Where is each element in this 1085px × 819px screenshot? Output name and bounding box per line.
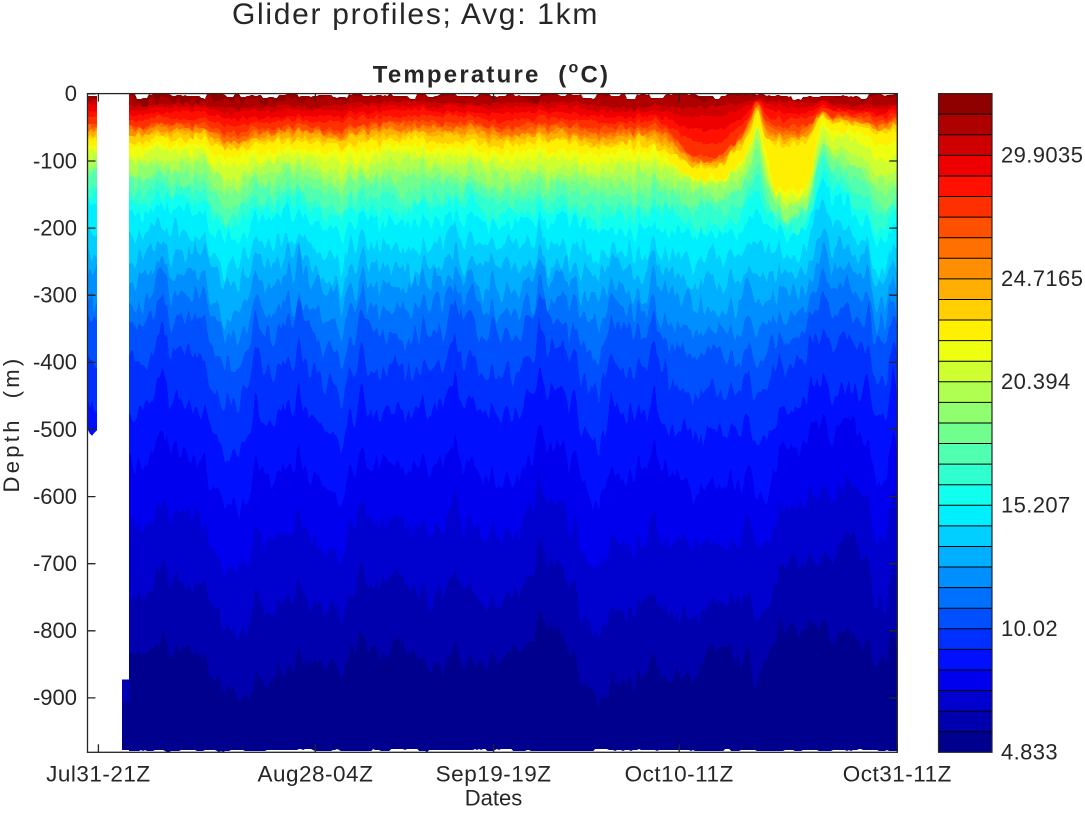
svg-text:20.394: 20.394 [1001, 369, 1071, 394]
svg-text:-300: -300 [33, 283, 77, 308]
svg-text:Sep19-19Z: Sep19-19Z [436, 762, 552, 787]
svg-text:Oct31-11Z: Oct31-11Z [843, 762, 952, 787]
svg-text:Depth (m): Depth (m) [0, 356, 24, 493]
svg-text:-900: -900 [33, 685, 77, 710]
svg-text:Jul31-21Z: Jul31-21Z [46, 762, 151, 787]
svg-text:-700: -700 [33, 551, 77, 576]
svg-text:Aug28-04Z: Aug28-04Z [257, 762, 373, 787]
svg-text:Temperature (oC): Temperature (oC) [373, 60, 610, 89]
svg-text:0: 0 [65, 81, 77, 106]
svg-text:Dates: Dates [465, 786, 522, 811]
svg-text:10.02: 10.02 [1001, 616, 1058, 641]
svg-text:-400: -400 [33, 350, 77, 375]
svg-text:-800: -800 [33, 618, 77, 643]
svg-text:-100: -100 [33, 148, 77, 173]
svg-text:-600: -600 [33, 484, 77, 509]
svg-text:15.207: 15.207 [1001, 493, 1071, 518]
svg-text:Glider profiles; Avg: 1km: Glider profiles; Avg: 1km [232, 0, 599, 31]
svg-text:4.833: 4.833 [1001, 740, 1058, 765]
svg-text:24.7165: 24.7165 [1001, 266, 1083, 291]
svg-text:-200: -200 [33, 215, 77, 240]
svg-text:Oct10-11Z: Oct10-11Z [625, 762, 734, 787]
svg-text:-500: -500 [33, 417, 77, 442]
svg-text:29.9035: 29.9035 [1001, 143, 1083, 168]
